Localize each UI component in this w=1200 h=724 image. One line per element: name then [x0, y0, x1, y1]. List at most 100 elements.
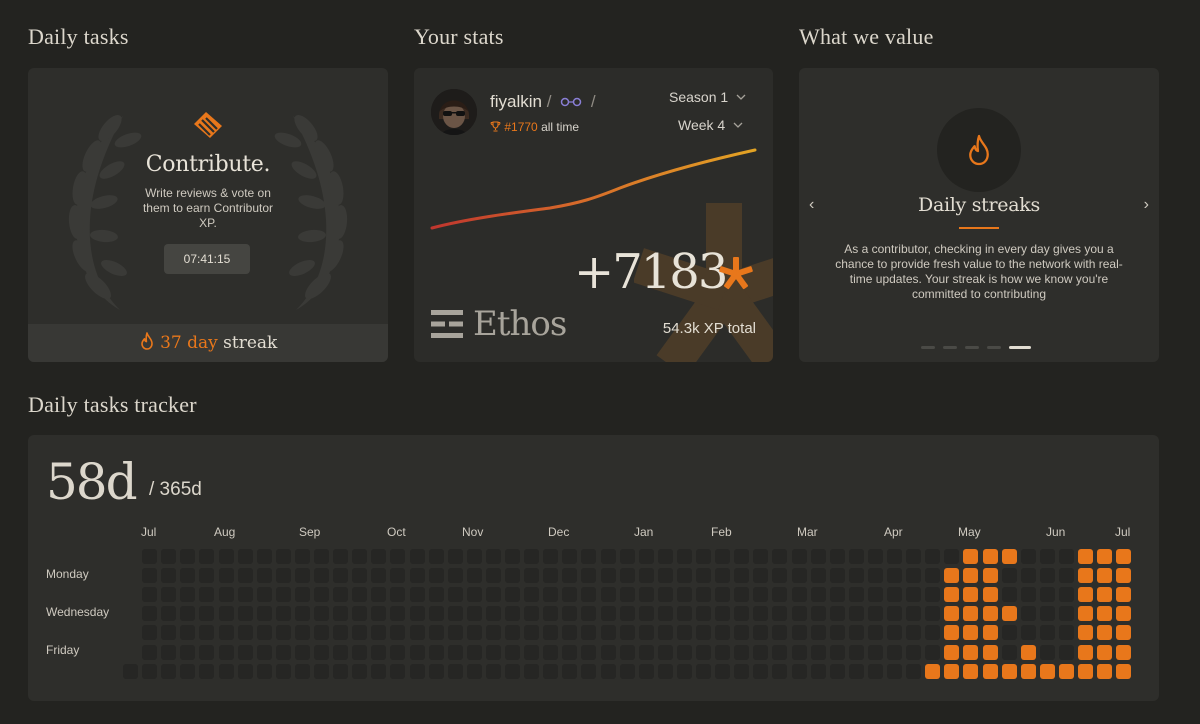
heatmap-cell[interactable]: [619, 644, 635, 660]
heatmap-cell[interactable]: [619, 587, 635, 603]
heatmap-cell[interactable]: [562, 663, 578, 679]
heatmap-cell[interactable]: [485, 625, 501, 641]
heatmap-cell[interactable]: [867, 625, 883, 641]
heatmap-cell[interactable]: [161, 549, 177, 564]
heatmap-cell[interactable]: [199, 587, 215, 603]
heatmap-cell[interactable]: [982, 587, 998, 603]
heatmap-cell[interactable]: [466, 663, 482, 679]
heatmap-cell[interactable]: [1020, 644, 1036, 660]
heatmap-cell[interactable]: [715, 587, 731, 603]
heatmap-cell[interactable]: [581, 587, 597, 603]
heatmap-cell[interactable]: [218, 606, 234, 622]
heatmap-cell[interactable]: [1078, 549, 1093, 564]
heatmap-cell[interactable]: [199, 606, 215, 622]
heatmap-cell[interactable]: [524, 549, 540, 564]
heatmap-cell[interactable]: [1116, 549, 1132, 564]
heatmap-cell[interactable]: [275, 587, 291, 603]
heatmap-cell[interactable]: [275, 568, 291, 584]
heatmap-cell[interactable]: [1097, 606, 1113, 622]
heatmap-cell[interactable]: [524, 644, 540, 660]
heatmap-cell[interactable]: [963, 549, 979, 564]
heatmap-cell[interactable]: [161, 606, 177, 622]
heatmap-cell[interactable]: [485, 568, 501, 584]
heatmap-cell[interactable]: [1097, 549, 1113, 564]
heatmap-cell[interactable]: [753, 644, 769, 660]
heatmap-cell[interactable]: [600, 587, 616, 603]
heatmap-cell[interactable]: [657, 606, 673, 622]
heatmap-cell[interactable]: [524, 587, 540, 603]
heatmap-cell[interactable]: [848, 549, 864, 564]
heatmap-cell[interactable]: [829, 568, 845, 584]
carousel-dot[interactable]: [943, 346, 957, 349]
heatmap-cell[interactable]: [543, 625, 559, 641]
heatmap-cell[interactable]: [524, 663, 540, 679]
heatmap-cell[interactable]: [180, 663, 196, 679]
heatmap-cell[interactable]: [123, 663, 138, 679]
heatmap-cell[interactable]: [1116, 587, 1132, 603]
heatmap-cell[interactable]: [447, 644, 463, 660]
heatmap-cell[interactable]: [371, 625, 387, 641]
heatmap-cell[interactable]: [753, 625, 769, 641]
heatmap-cell[interactable]: [447, 606, 463, 622]
heatmap-cell[interactable]: [696, 587, 711, 603]
heatmap-cell[interactable]: [753, 549, 769, 564]
heatmap-cell[interactable]: [848, 606, 864, 622]
heatmap-cell[interactable]: [352, 568, 368, 584]
heatmap-cell[interactable]: [447, 549, 463, 564]
heatmap-cell[interactable]: [294, 549, 310, 564]
heatmap-cell[interactable]: [314, 663, 329, 679]
carousel-next-button[interactable]: ›: [1143, 196, 1149, 213]
heatmap-cell[interactable]: [1001, 625, 1017, 641]
heatmap-cell[interactable]: [848, 625, 864, 641]
heatmap-cell[interactable]: [791, 549, 807, 564]
heatmap-cell[interactable]: [1058, 568, 1074, 584]
heatmap-cell[interactable]: [696, 568, 711, 584]
heatmap-cell[interactable]: [218, 663, 234, 679]
heatmap-cell[interactable]: [600, 625, 616, 641]
heatmap-cell[interactable]: [428, 587, 444, 603]
heatmap-cell[interactable]: [944, 549, 960, 564]
heatmap-cell[interactable]: [505, 644, 520, 660]
heatmap-cell[interactable]: [1097, 625, 1113, 641]
heatmap-cell[interactable]: [791, 606, 807, 622]
heatmap-cell[interactable]: [982, 625, 998, 641]
heatmap-cell[interactable]: [925, 568, 941, 584]
heatmap-cell[interactable]: [867, 568, 883, 584]
heatmap-cell[interactable]: [180, 606, 196, 622]
heatmap-cell[interactable]: [887, 568, 902, 584]
heatmap-cell[interactable]: [848, 587, 864, 603]
heatmap-cell[interactable]: [1001, 644, 1017, 660]
heatmap-cell[interactable]: [142, 587, 158, 603]
heatmap-cell[interactable]: [352, 549, 368, 564]
heatmap-cell[interactable]: [963, 568, 979, 584]
heatmap-cell[interactable]: [1058, 644, 1074, 660]
avatar[interactable]: [431, 89, 477, 135]
heatmap-cell[interactable]: [657, 549, 673, 564]
heatmap-cell[interactable]: [887, 587, 902, 603]
heatmap-cell[interactable]: [791, 663, 807, 679]
heatmap-cell[interactable]: [447, 568, 463, 584]
heatmap-cell[interactable]: [505, 587, 520, 603]
heatmap-cell[interactable]: [696, 644, 711, 660]
heatmap-cell[interactable]: [1020, 549, 1036, 564]
heatmap-cell[interactable]: [352, 644, 368, 660]
heatmap-cell[interactable]: [294, 568, 310, 584]
heatmap-cell[interactable]: [180, 587, 196, 603]
heatmap-cell[interactable]: [1097, 663, 1113, 679]
heatmap-cell[interactable]: [1116, 644, 1132, 660]
heatmap-cell[interactable]: [676, 625, 692, 641]
heatmap-cell[interactable]: [371, 663, 387, 679]
heatmap-cell[interactable]: [600, 549, 616, 564]
heatmap-cell[interactable]: [275, 625, 291, 641]
heatmap-cell[interactable]: [638, 587, 654, 603]
heatmap-cell[interactable]: [256, 644, 272, 660]
heatmap-cell[interactable]: [314, 549, 329, 564]
heatmap-cell[interactable]: [657, 625, 673, 641]
heatmap-cell[interactable]: [638, 644, 654, 660]
heatmap-cell[interactable]: [1039, 587, 1055, 603]
heatmap-cell[interactable]: [1039, 625, 1055, 641]
heatmap-cell[interactable]: [829, 587, 845, 603]
heatmap-cell[interactable]: [142, 663, 158, 679]
heatmap-cell[interactable]: [218, 549, 234, 564]
heatmap-cell[interactable]: [963, 625, 979, 641]
